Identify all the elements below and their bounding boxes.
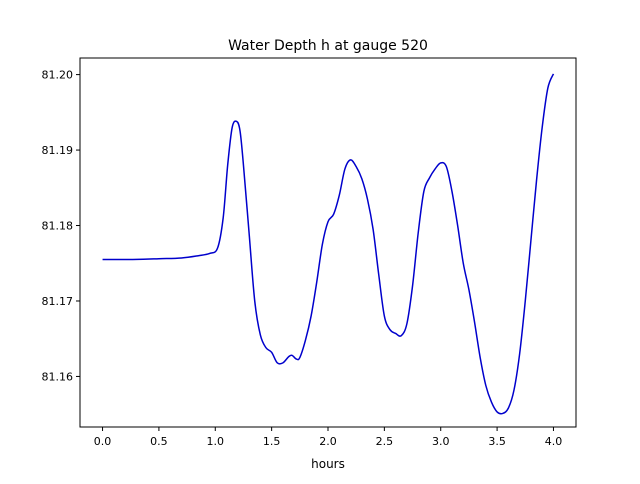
x-tick-label: 0.5 [150, 435, 168, 448]
x-tick-label: 3.5 [488, 435, 506, 448]
y-tick-label: 81.18 [42, 220, 74, 233]
y-tick-label: 81.16 [42, 370, 74, 383]
x-tick-label: 2.5 [376, 435, 394, 448]
x-tick-label: 0.0 [94, 435, 112, 448]
x-axis-label: hours [311, 457, 345, 471]
axes-frame [79, 57, 577, 428]
chart-title: Water Depth h at gauge 520 [228, 38, 428, 54]
x-tick-label: 2.0 [319, 435, 337, 448]
x-tick-label: 4.0 [545, 435, 563, 448]
series-line [102, 73, 555, 415]
x-tick-label: 1.5 [263, 435, 281, 448]
y-tick-label: 81.17 [42, 295, 74, 308]
y-tick-label: 81.19 [42, 144, 74, 157]
x-tick-label: 3.0 [432, 435, 450, 448]
axis-ticks: 0.0 0.5 1.0 1.5 2.0 2.5 3.0 3.5 4.0 81.16 81.17 81.… [42, 69, 563, 448]
y-tick-label: 81.20 [42, 69, 74, 82]
plot-area [102, 73, 555, 415]
x-tick-label: 1.0 [207, 435, 225, 448]
